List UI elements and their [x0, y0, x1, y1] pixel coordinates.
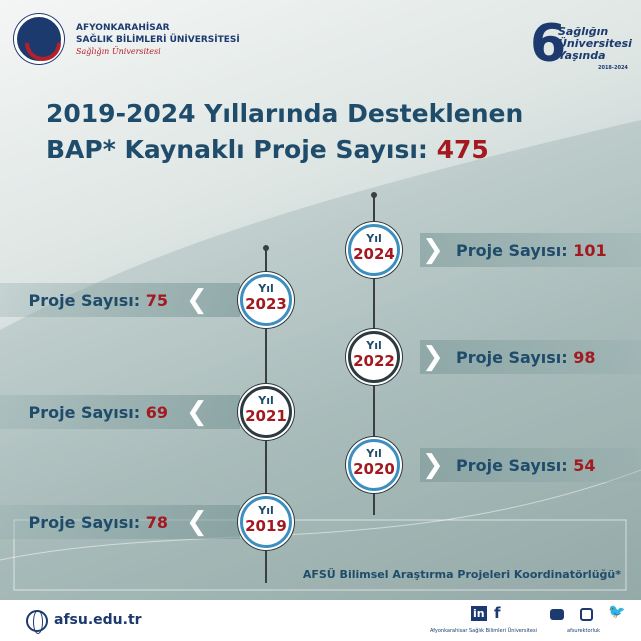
university-logo: [14, 14, 64, 64]
year-circle: Yıl 2019: [240, 496, 292, 548]
year-circle: Yıl 2022: [348, 331, 400, 383]
title-line1: 2019-2024 Yıllarında Desteklenen: [46, 99, 524, 128]
year-value: 2021: [245, 407, 287, 425]
youtube-icon[interactable]: [550, 609, 564, 620]
twitter-icon[interactable]: 🐦: [608, 604, 626, 620]
instagram-icon[interactable]: [580, 608, 593, 621]
timeline-dot: [263, 245, 269, 251]
globe-icon: [26, 610, 48, 634]
count-value: 69: [145, 402, 168, 422]
project-count-band: ❮ Proje Sayısı: 75: [0, 283, 240, 317]
year-circle: Yıl 2024: [348, 224, 400, 276]
chevron-right-icon: ❯: [422, 450, 444, 480]
count-label: Proje Sayısı:: [456, 347, 568, 367]
page-title: 2019-2024 Yıllarında Desteklenen BAP* Ka…: [46, 96, 523, 168]
count-label: Proje Sayısı:: [28, 290, 141, 310]
count-label: Proje Sayısı:: [456, 455, 568, 475]
year-value: 2019: [245, 517, 287, 535]
year-value: 2023: [245, 295, 287, 313]
credit-text: AFSÜ Bilimsel Araştırma Projeleri Koordi…: [302, 568, 621, 581]
year-circle: Yıl 2021: [240, 386, 292, 438]
chevron-right-icon: ❯: [422, 342, 444, 372]
project-count-band: ❮ Proje Sayısı: 78: [0, 505, 240, 539]
count-value: 101: [573, 240, 607, 260]
timeline-dot: [371, 192, 377, 198]
count-value: 98: [573, 347, 596, 367]
year-label: Yıl: [366, 447, 382, 460]
year-label: Yıl: [258, 504, 274, 517]
anniversary-number: 6: [530, 14, 567, 74]
year-label: Yıl: [258, 282, 274, 295]
year-value: 2022: [353, 352, 395, 370]
chevron-left-icon: ❮: [186, 507, 208, 537]
facebook-icon[interactable]: f: [494, 604, 501, 622]
chevron-left-icon: ❮: [186, 285, 208, 315]
chevron-left-icon: ❮: [186, 397, 208, 427]
website-link[interactable]: afsu.edu.tr: [54, 612, 142, 628]
year-value: 2024: [353, 245, 395, 263]
chevron-right-icon: ❯: [422, 235, 444, 265]
project-count-band: ❯ Proje Sayısı: 98: [420, 340, 641, 374]
project-count-band: ❮ Proje Sayısı: 69: [0, 395, 240, 429]
count-value: 78: [145, 512, 168, 532]
anniversary-years: 2018-2024: [598, 65, 628, 71]
linkedin-icon[interactable]: in: [471, 606, 487, 621]
year-label: Yıl: [366, 339, 382, 352]
anniversary-text: Yaşında: [558, 49, 606, 62]
year-value: 2020: [353, 460, 395, 478]
university-name-line2: SAĞLIK BİLİMLERİ ÜNİVERSİTESİ: [76, 35, 240, 45]
year-circle: Yıl 2020: [348, 439, 400, 491]
university-name-line1: AFYONKARAHİSAR: [76, 23, 170, 33]
title-line2: BAP* Kaynaklı Proje Sayısı:: [46, 135, 428, 164]
social-handle: afsurektorluk: [567, 628, 601, 634]
total-count: 475: [436, 135, 489, 164]
footer: afsu.edu.tr in f Afyonkarahisar Sağlık B…: [0, 600, 641, 641]
count-label: Proje Sayısı:: [456, 240, 568, 260]
year-label: Yıl: [366, 232, 382, 245]
year-label: Yıl: [258, 394, 274, 407]
project-count-band: ❯ Proje Sayısı: 54: [420, 448, 641, 482]
social-name: Afyonkarahisar Sağlık Bilimleri Üniversi…: [430, 628, 537, 634]
year-circle: Yıl 2023: [240, 274, 292, 326]
count-label: Proje Sayısı:: [28, 402, 141, 422]
slogan: Sağlığın Üniversitesi: [76, 47, 161, 56]
count-label: Proje Sayısı:: [28, 512, 141, 532]
count-value: 75: [145, 290, 168, 310]
count-value: 54: [573, 455, 596, 475]
university-name: AFYONKARAHİSAR SAĞLIK BİLİMLERİ ÜNİVERSİ…: [76, 22, 240, 58]
project-count-band: ❯ Proje Sayısı: 101: [420, 233, 641, 267]
anniversary-text: Üniversitesi: [558, 37, 632, 50]
anniversary-text: Sağlığın: [558, 25, 609, 38]
